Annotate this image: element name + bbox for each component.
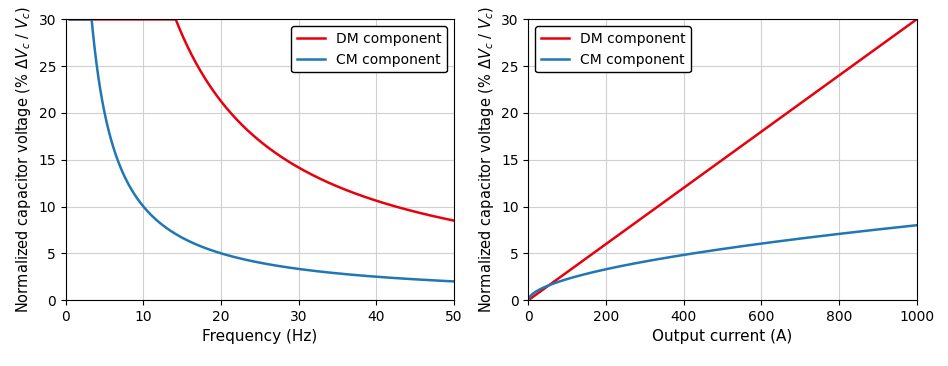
Y-axis label: Normalized capacitor voltage (% $\Delta V_c$ / $V_c$): Normalized capacitor voltage (% $\Delta …: [477, 6, 496, 313]
DM component: [900, 26, 911, 30]
Line: CM component: CM component: [528, 225, 917, 300]
X-axis label: Output current (A): Output current (A): [652, 329, 793, 344]
DM component: [351, 192, 362, 196]
CM component: [448, 279, 460, 284]
DM component: [448, 219, 460, 223]
DM component: [210, 93, 222, 97]
DM component: [829, 77, 840, 81]
DM component: [314, 176, 325, 181]
Y-axis label: Normalized capacitor voltage (% $\Delta V_c$ / $V_c$): Normalized capacitor voltage (% $\Delta …: [14, 6, 33, 313]
DM component: [522, 298, 534, 302]
CM component: [542, 283, 554, 288]
DM component: [134, 17, 145, 22]
CM component: [900, 224, 911, 229]
CM component: [911, 223, 922, 227]
Line: DM component: DM component: [69, 19, 454, 221]
DM component: [542, 284, 554, 288]
DM component: [64, 17, 75, 22]
Line: CM component: CM component: [69, 19, 454, 281]
DM component: [711, 161, 722, 166]
DM component: [295, 166, 306, 171]
CM component: [380, 275, 392, 280]
CM component: [351, 273, 362, 277]
DM component: [900, 25, 911, 30]
DM component: [380, 201, 392, 206]
CM component: [829, 232, 840, 237]
CM component: [134, 199, 145, 204]
Line: DM component: DM component: [528, 19, 917, 300]
X-axis label: Frequency (Hz): Frequency (Hz): [202, 329, 318, 344]
CM component: [522, 298, 534, 302]
CM component: [210, 250, 222, 254]
DM component: [911, 17, 922, 22]
CM component: [295, 267, 306, 271]
CM component: [702, 249, 713, 254]
CM component: [900, 224, 911, 229]
DM component: [702, 169, 713, 173]
CM component: [64, 17, 75, 22]
Legend: DM component, CM component: DM component, CM component: [291, 26, 447, 72]
Legend: DM component, CM component: DM component, CM component: [536, 26, 691, 72]
CM component: [711, 247, 722, 252]
CM component: [314, 269, 325, 274]
